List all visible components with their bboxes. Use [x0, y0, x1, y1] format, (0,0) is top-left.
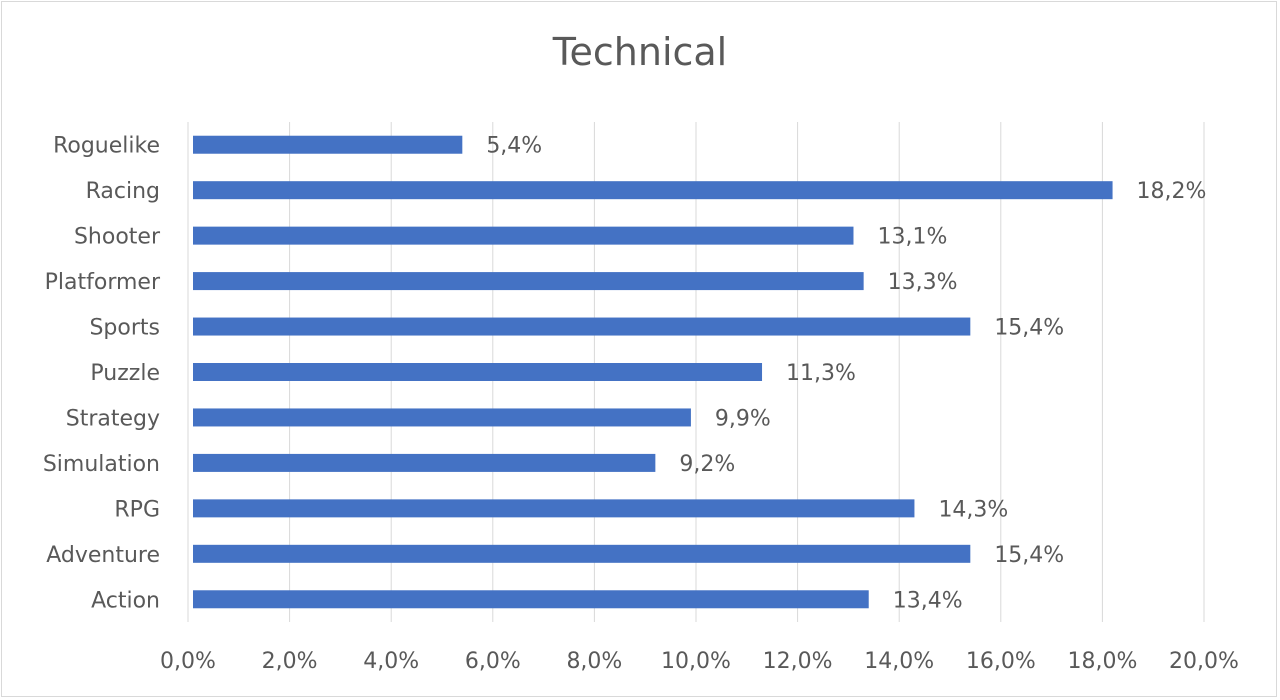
category-label: Racing — [86, 179, 160, 204]
x-tick-label: 10,0% — [661, 649, 731, 674]
data-label: 9,2% — [679, 452, 735, 477]
data-label: 15,4% — [994, 316, 1064, 341]
category-label: Puzzle — [90, 361, 160, 386]
bar — [193, 317, 971, 336]
data-label: 13,4% — [893, 588, 963, 613]
bar — [193, 590, 869, 609]
data-label: 14,3% — [938, 497, 1008, 522]
x-tick-label: 14,0% — [864, 649, 934, 674]
data-label: 9,9% — [715, 406, 771, 431]
x-tick-label: 0,0% — [160, 649, 216, 674]
category-label: Platformer — [45, 270, 161, 295]
x-tick-label: 18,0% — [1067, 649, 1137, 674]
category-label: Sports — [89, 316, 160, 341]
bar — [193, 408, 691, 427]
category-label: Simulation — [43, 452, 160, 477]
bar — [193, 181, 1113, 200]
category-label: Adventure — [46, 543, 160, 568]
x-tick-label: 12,0% — [763, 649, 833, 674]
bar — [193, 363, 763, 381]
x-tick-label: 16,0% — [966, 649, 1036, 674]
data-label: 5,4% — [486, 134, 542, 159]
data-label: 18,2% — [1137, 179, 1207, 204]
data-label: 13,1% — [877, 225, 947, 250]
category-label: Shooter — [74, 225, 161, 250]
x-tick-label: 2,0% — [262, 649, 318, 674]
data-label: 13,3% — [888, 270, 958, 295]
category-label: Action — [91, 588, 160, 613]
bar — [193, 135, 463, 154]
category-label: RPG — [114, 497, 160, 522]
bar — [193, 544, 971, 563]
data-label: 15,4% — [994, 543, 1064, 568]
x-tick-label: 20,0% — [1169, 649, 1239, 674]
bar — [193, 499, 915, 518]
chart-title: Technical — [552, 30, 728, 74]
data-label: 11,3% — [786, 361, 856, 386]
category-label: Roguelike — [53, 134, 160, 159]
x-tick-label: 6,0% — [465, 649, 521, 674]
category-label: Strategy — [66, 406, 160, 431]
x-tick-label: 8,0% — [566, 649, 622, 674]
bar — [193, 226, 854, 245]
bar — [193, 272, 864, 291]
x-tick-label: 4,0% — [363, 649, 419, 674]
bar — [193, 453, 656, 472]
